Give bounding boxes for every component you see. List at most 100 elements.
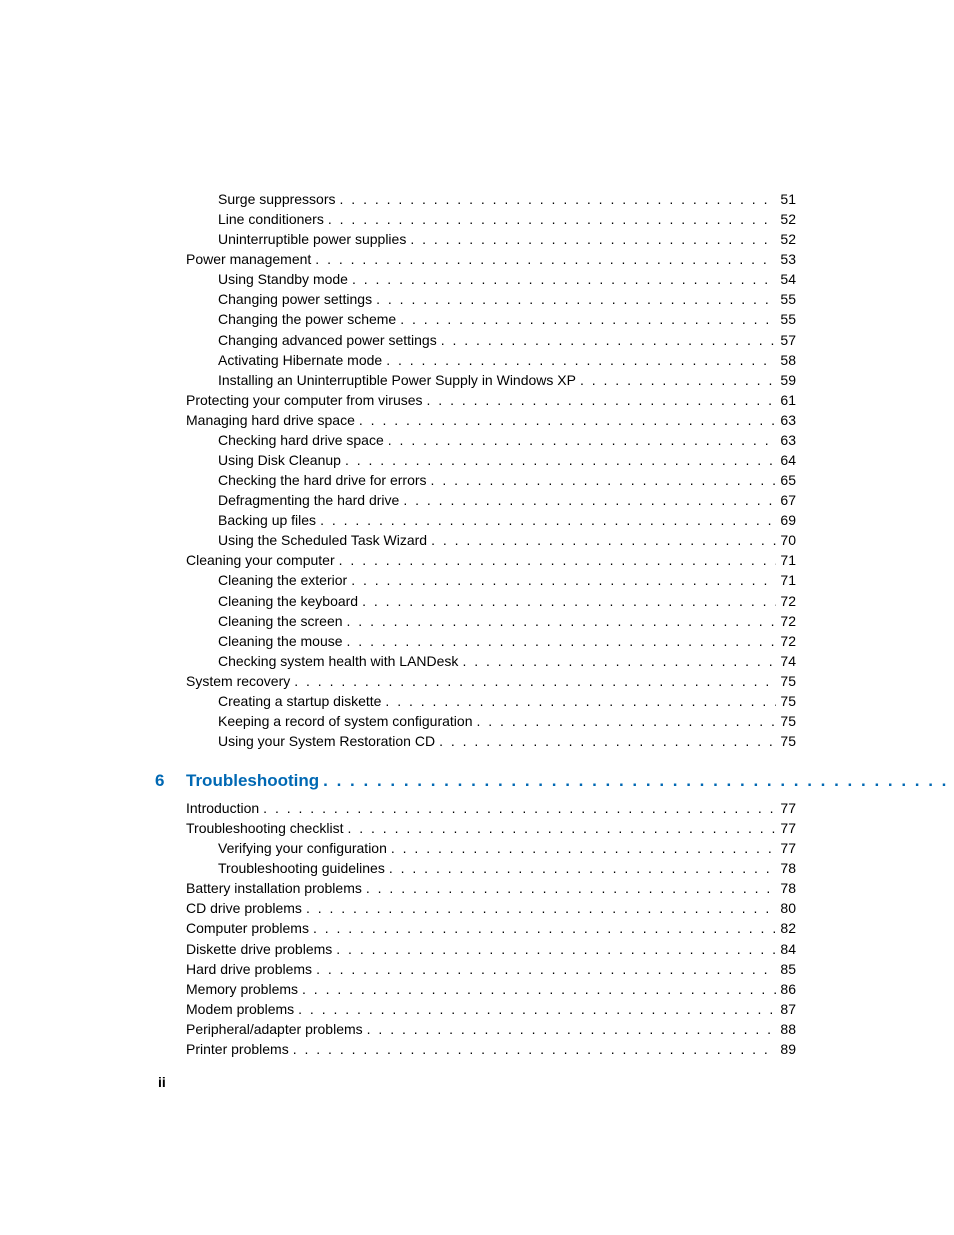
toc-entry-page: 59 xyxy=(780,371,796,390)
toc-entry: Hard drive problems 85 xyxy=(186,960,796,979)
toc-entry-page: 55 xyxy=(780,310,796,329)
toc-entry-title: Hard drive problems xyxy=(186,960,312,979)
toc-entry: Computer problems 82 xyxy=(186,919,796,938)
toc-entry-page: 69 xyxy=(780,511,796,530)
toc-entry: Memory problems 86 xyxy=(186,980,796,999)
toc-entry: Cleaning your computer71 xyxy=(186,551,796,570)
toc-entry-title: Memory problems xyxy=(186,980,298,999)
toc-entry: Defragmenting the hard drive 67 xyxy=(218,491,796,510)
toc-entry-title: Cleaning the keyboard xyxy=(218,592,358,611)
toc-leader-dots xyxy=(263,799,776,818)
toc-entry: Changing power settings55 xyxy=(218,290,796,309)
toc-entry-title: Verifying your configuration xyxy=(218,839,387,858)
toc-entry-title: Battery installation problems xyxy=(186,879,362,898)
toc-leader-dots xyxy=(362,592,776,611)
toc-entry-page: 55 xyxy=(780,290,796,309)
toc-leader-dots xyxy=(439,732,776,751)
toc-content: Surge suppressors51Line conditioners52Un… xyxy=(158,190,796,1060)
toc-entry-title: Computer problems xyxy=(186,919,309,938)
toc-leader-dots xyxy=(580,371,776,390)
toc-entry-page: 54 xyxy=(780,270,796,289)
toc-entry: Backing up files 69 xyxy=(218,511,796,530)
toc-entry: Changing advanced power settings 57 xyxy=(218,331,796,350)
toc-entry-title: Changing the power scheme xyxy=(218,310,396,329)
toc-entry-title: Keeping a record of system configuration xyxy=(218,712,472,731)
toc-entry-title: Backing up files xyxy=(218,511,316,530)
toc-leader-dots xyxy=(313,919,776,938)
toc-entry-page: 65 xyxy=(780,471,796,490)
toc-entry-page: 87 xyxy=(780,1000,796,1019)
toc-entry: Surge suppressors51 xyxy=(218,190,796,209)
toc-entry-title: Introduction xyxy=(186,799,259,818)
chapter-title: Troubleshooting xyxy=(186,771,319,791)
toc-section-before: Surge suppressors51Line conditioners52Un… xyxy=(158,190,796,751)
toc-entry-page: 85 xyxy=(780,960,796,979)
chapter-heading: 6 Troubleshooting 77 xyxy=(155,771,796,791)
toc-entry: Using Standby mode54 xyxy=(218,270,796,289)
toc-leader-dots xyxy=(339,551,777,570)
toc-entry: Verifying your configuration 77 xyxy=(218,839,796,858)
toc-entry-page: 67 xyxy=(780,491,796,510)
toc-entry-title: Creating a startup diskette xyxy=(218,692,381,711)
toc-entry-page: 72 xyxy=(780,612,796,631)
toc-entry-title: Uninterruptible power supplies xyxy=(218,230,406,249)
toc-entry-title: Cleaning the exterior xyxy=(218,571,347,590)
toc-entry-title: Protecting your computer from viruses xyxy=(186,391,423,410)
toc-entry-page: 72 xyxy=(780,592,796,611)
toc-entry: Uninterruptible power supplies52 xyxy=(218,230,796,249)
toc-entry: Installing an Uninterruptible Power Supp… xyxy=(218,371,796,390)
toc-entry-page: 75 xyxy=(780,692,796,711)
toc-entry-title: Changing advanced power settings xyxy=(218,331,437,350)
chapter-number: 6 xyxy=(155,771,186,791)
toc-entry-page: 61 xyxy=(780,391,796,410)
toc-leader-dots xyxy=(400,310,776,329)
toc-entry-title: Managing hard drive space xyxy=(186,411,355,430)
toc-entry-title: Checking the hard drive for errors xyxy=(218,471,427,490)
toc-entry-title: Defragmenting the hard drive xyxy=(218,491,399,510)
toc-entry-page: 75 xyxy=(780,712,796,731)
toc-entry-title: Printer problems xyxy=(186,1040,289,1059)
toc-entry-page: 88 xyxy=(780,1020,796,1039)
toc-entry-page: 82 xyxy=(780,919,796,938)
toc-leader-dots xyxy=(367,1020,777,1039)
toc-leader-dots xyxy=(293,1040,777,1059)
toc-entry-title: Using your System Restoration CD xyxy=(218,732,435,751)
toc-entry-title: Power management xyxy=(186,250,311,269)
toc-entry-page: 63 xyxy=(780,411,796,430)
toc-leader-dots xyxy=(352,270,776,289)
toc-leader-dots xyxy=(391,839,777,858)
toc-entry-title: Checking hard drive space xyxy=(218,431,384,450)
toc-entry-page: 53 xyxy=(780,250,796,269)
toc-entry-page: 64 xyxy=(780,451,796,470)
toc-entry-page: 70 xyxy=(780,531,796,550)
toc-entry-title: Using the Scheduled Task Wizard xyxy=(218,531,427,550)
toc-entry-page: 86 xyxy=(780,980,796,999)
toc-entry: Creating a startup diskette 75 xyxy=(218,692,796,711)
toc-leader-dots xyxy=(462,652,776,671)
toc-entry-page: 57 xyxy=(780,331,796,350)
toc-leader-dots xyxy=(431,471,777,490)
toc-entry-page: 74 xyxy=(780,652,796,671)
toc-leader-dots xyxy=(410,230,776,249)
toc-entry-title: Surge suppressors xyxy=(218,190,336,209)
toc-entry-page: 77 xyxy=(780,799,796,818)
toc-leader-dots xyxy=(320,511,776,530)
toc-entry-page: 75 xyxy=(780,732,796,751)
toc-leader-dots xyxy=(347,819,776,838)
toc-entry: Using Disk Cleanup64 xyxy=(218,451,796,470)
toc-section-after: Introduction 77Troubleshooting checklist7… xyxy=(158,799,796,1059)
toc-entry: CD drive problems80 xyxy=(186,899,796,918)
toc-leader-dots xyxy=(366,879,777,898)
toc-entry: Checking hard drive space63 xyxy=(218,431,796,450)
toc-leader-dots xyxy=(359,411,777,430)
toc-entry: Line conditioners52 xyxy=(218,210,796,229)
toc-entry-page: 77 xyxy=(780,839,796,858)
toc-entry: Managing hard drive space 63 xyxy=(186,411,796,430)
toc-entry: Changing the power scheme 55 xyxy=(218,310,796,329)
toc-entry: Peripheral/adapter problems88 xyxy=(186,1020,796,1039)
toc-entry: Modem problems87 xyxy=(186,1000,796,1019)
toc-entry-title: Installing an Uninterruptible Power Supp… xyxy=(218,371,576,390)
toc-entry: Troubleshooting checklist77 xyxy=(186,819,796,838)
toc-entry: Using the Scheduled Task Wizard 70 xyxy=(218,531,796,550)
toc-entry-page: 58 xyxy=(780,351,796,370)
